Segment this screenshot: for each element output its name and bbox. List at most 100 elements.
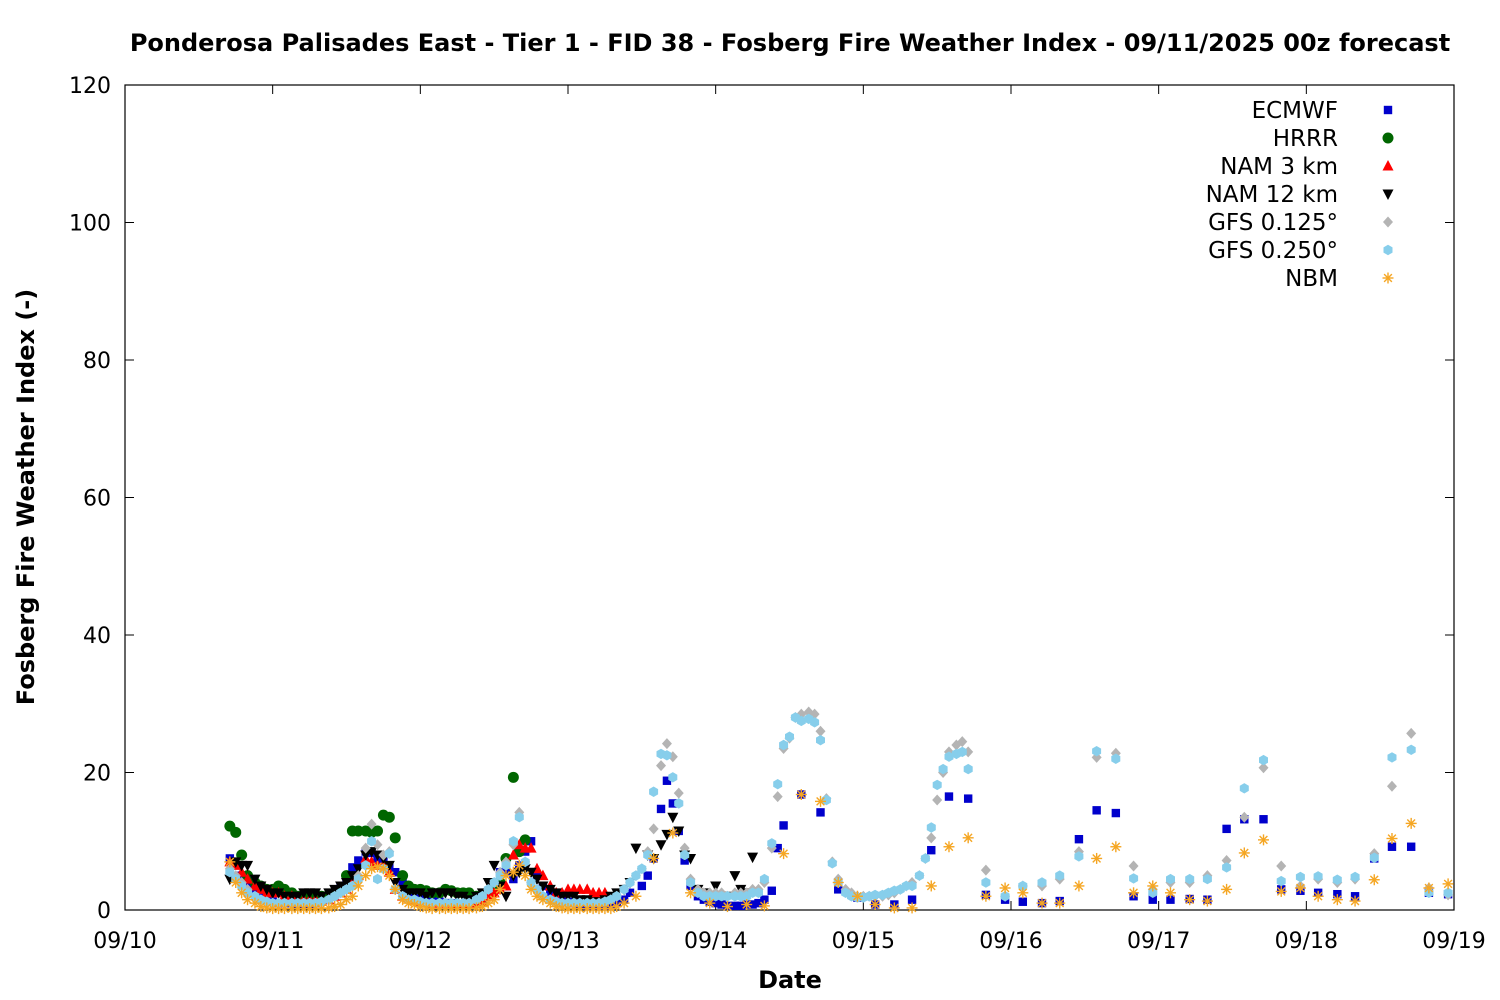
legend-marker [1382, 272, 1394, 284]
data-point [643, 849, 653, 861]
y-tick-label: 80 [83, 349, 111, 374]
data-point [667, 812, 679, 824]
data-point [999, 882, 1011, 894]
data-point [625, 888, 635, 898]
data-point [673, 787, 684, 799]
data-point [767, 886, 776, 895]
data-point [926, 832, 937, 844]
data-point [477, 891, 487, 902]
data-point [1406, 744, 1416, 755]
data-point [685, 887, 697, 899]
data-point [704, 897, 716, 909]
data-point [723, 891, 732, 902]
data-point [483, 884, 493, 895]
data-point [710, 881, 722, 892]
data-point [827, 858, 837, 869]
x-axis-label: Date [758, 966, 822, 994]
data-point [944, 751, 954, 762]
x-tick-label: 09/17 [1127, 929, 1190, 954]
data-point [1110, 841, 1122, 853]
data-point [686, 877, 696, 888]
data-point [292, 891, 304, 903]
data-point [367, 836, 377, 847]
data-point [810, 717, 820, 728]
data-point [1312, 890, 1324, 902]
data-point [574, 883, 586, 894]
data-point [668, 772, 678, 783]
data-point [309, 888, 321, 899]
y-tick-label: 40 [83, 624, 111, 649]
data-point [796, 715, 806, 727]
data-point [906, 902, 918, 914]
data-point [316, 896, 326, 907]
data-point [1128, 887, 1140, 899]
data-point [962, 832, 974, 844]
data-point [544, 884, 556, 896]
data-point [348, 863, 357, 872]
data-point [514, 812, 524, 823]
data-point [637, 881, 647, 891]
data-point [243, 887, 253, 898]
data-point [932, 779, 942, 791]
data-point [1369, 852, 1379, 863]
data-point [957, 746, 967, 758]
data-point [1164, 887, 1176, 899]
data-point [772, 791, 783, 803]
data-point [1074, 834, 1084, 844]
data-point [495, 870, 505, 881]
data-point [383, 860, 395, 872]
data-point [488, 894, 500, 906]
data-point [778, 848, 790, 860]
data-point [656, 760, 667, 772]
data-point [680, 849, 690, 861]
y-tick-label: 120 [69, 74, 111, 99]
x-tick-label: 09/18 [1275, 929, 1338, 954]
data-point [426, 888, 438, 899]
data-point [489, 877, 499, 888]
data-point [1406, 727, 1417, 739]
data-point [648, 852, 660, 864]
data-point [1423, 882, 1435, 894]
data-point [980, 890, 992, 902]
series-gfs-0-250- [225, 712, 1453, 909]
data-point [1091, 852, 1103, 864]
data-point [667, 827, 679, 839]
data-point [631, 870, 641, 881]
legend-marker [1383, 216, 1393, 228]
data-point [1000, 891, 1010, 902]
data-point [760, 895, 769, 904]
plot-axes: 0 20 40 60 80 100 120 09/10 09/11 09/12 09/13 09/14… [69, 74, 1486, 954]
data-point [341, 894, 352, 906]
legend-marker [1382, 160, 1394, 171]
legend-label: NAM 12 km [1206, 182, 1338, 208]
data-point [773, 779, 783, 790]
data-point [963, 794, 973, 803]
data-point [323, 888, 335, 899]
data-point [870, 889, 880, 901]
data-point [662, 750, 672, 761]
data-points [224, 706, 1454, 915]
data-point [717, 900, 726, 909]
data-point [544, 897, 556, 909]
data-point [747, 852, 759, 864]
data-point [1166, 873, 1175, 885]
data-point [507, 866, 519, 878]
data-point [532, 884, 542, 895]
data-point [383, 811, 395, 823]
data-point [457, 891, 469, 903]
data-point [335, 881, 347, 892]
data-point [754, 887, 763, 898]
data-point [907, 895, 917, 904]
data-point [1349, 895, 1361, 907]
y-tick-label: 100 [69, 212, 111, 237]
x-tick-label: 09/19 [1422, 929, 1485, 954]
chart-title: Ponderosa Palisades East - Tier 1 - FID … [130, 29, 1450, 57]
data-point [1331, 894, 1343, 906]
data-point [389, 883, 401, 895]
data-point [531, 874, 543, 886]
data-point [1258, 834, 1270, 846]
data-point [759, 873, 769, 885]
data-point [674, 798, 684, 809]
